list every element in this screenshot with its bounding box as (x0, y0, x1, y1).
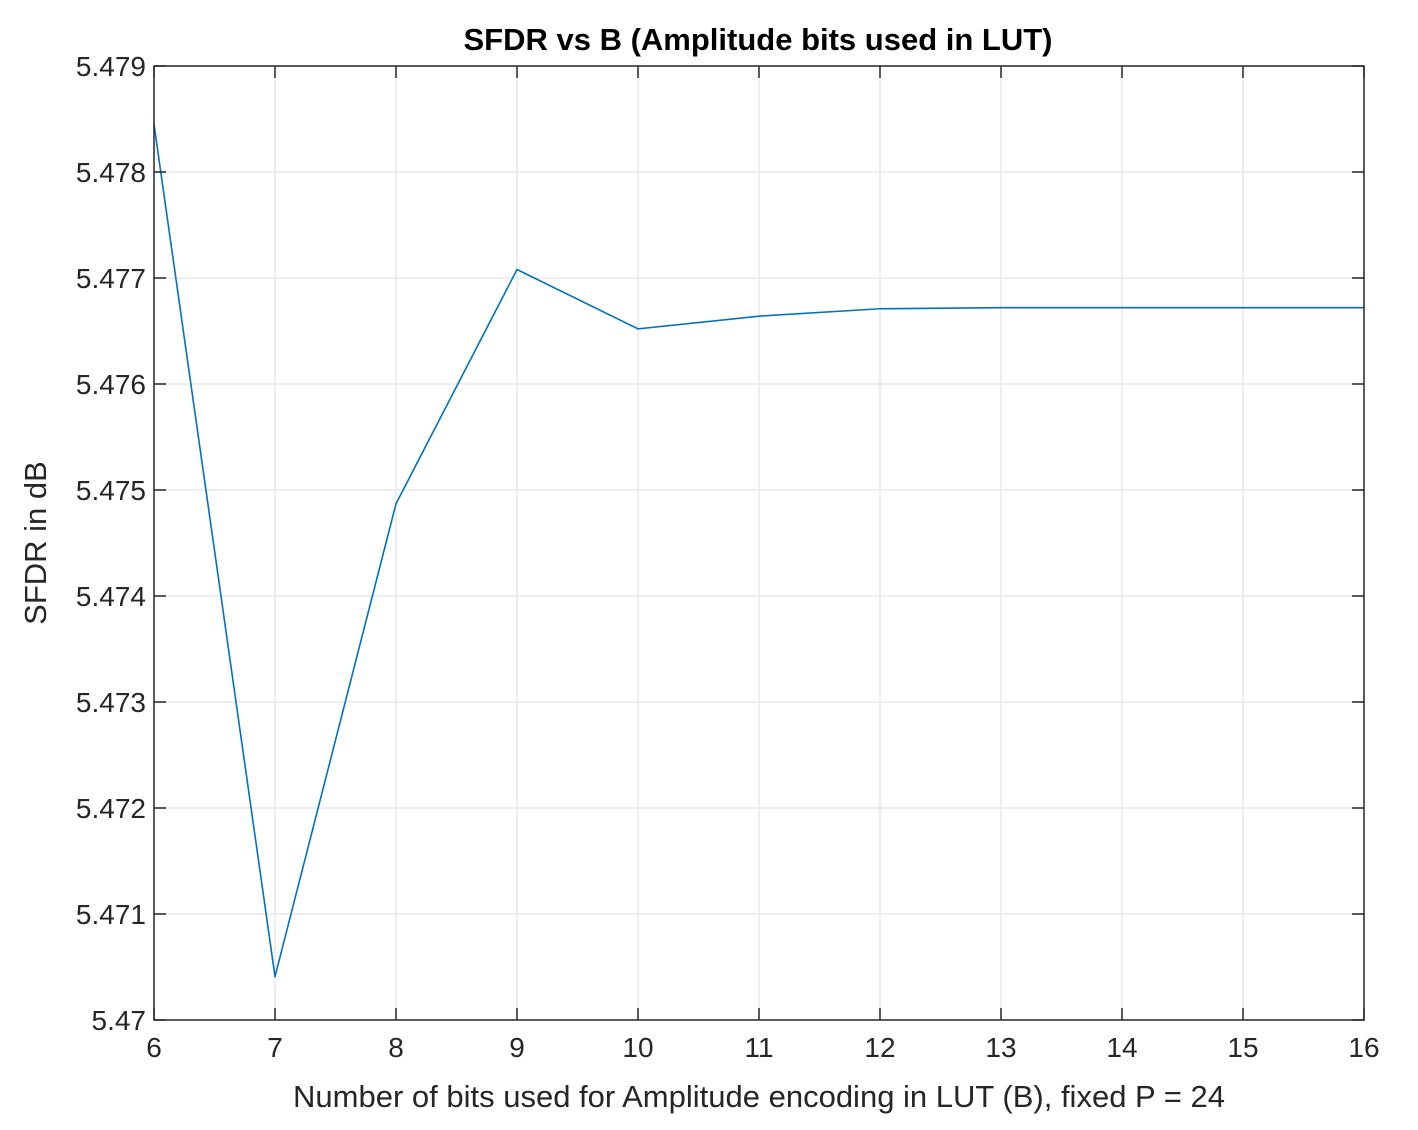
x-tick-label: 9 (509, 1032, 525, 1063)
y-tick-label: 5.477 (76, 263, 146, 294)
data-point (395, 502, 397, 505)
x-axis-label: Number of bits used for Amplitude encodi… (293, 1079, 1225, 1114)
y-tick-label: 5.475 (76, 475, 146, 506)
x-tick-labels: 6 7 8 9 10 11 12 13 14 15 16 (146, 1032, 1379, 1063)
x-tick-label: 7 (267, 1032, 283, 1063)
y-tick-label: 5.478 (76, 157, 146, 188)
x-tick-label: 10 (622, 1032, 653, 1063)
x-tick-label: 6 (146, 1032, 162, 1063)
y-tick-label: 5.472 (76, 793, 146, 824)
y-tick-label: 5.476 (76, 369, 146, 400)
x-tick-label: 12 (864, 1032, 895, 1063)
data-point (1000, 306, 1002, 309)
x-tick-label: 15 (1227, 1032, 1258, 1063)
y-tick-label: 5.47 (92, 1005, 147, 1036)
x-tick-label: 13 (985, 1032, 1016, 1063)
plot-frame (153, 65, 1365, 1021)
y-tick-labels: 5.47 5.471 5.472 5.473 5.474 5.475 5.476 5.477 5… (76, 51, 146, 1036)
y-tick-label: 5.479 (76, 51, 146, 82)
data-point (879, 307, 881, 310)
x-tick-label: 11 (744, 1032, 773, 1063)
data-point (516, 268, 518, 271)
y-tick-label: 5.473 (76, 687, 146, 718)
y-axis-label: SFDR in dB (18, 461, 53, 625)
data-point (1121, 306, 1123, 309)
x-tick-label: 8 (388, 1032, 404, 1063)
data-point (637, 328, 639, 330)
x-tick-label: 16 (1348, 1032, 1379, 1063)
y-tick-label: 5.474 (76, 581, 146, 612)
y-tick-label: 5.471 (76, 899, 146, 930)
data-point (758, 315, 760, 317)
grid-lines (154, 66, 1364, 1020)
data-point (274, 975, 276, 978)
x-tick-label: 14 (1106, 1032, 1137, 1063)
chart-title: SFDR vs B (Amplitude bits used in LUT) (463, 22, 1052, 57)
data-point (1242, 306, 1244, 309)
